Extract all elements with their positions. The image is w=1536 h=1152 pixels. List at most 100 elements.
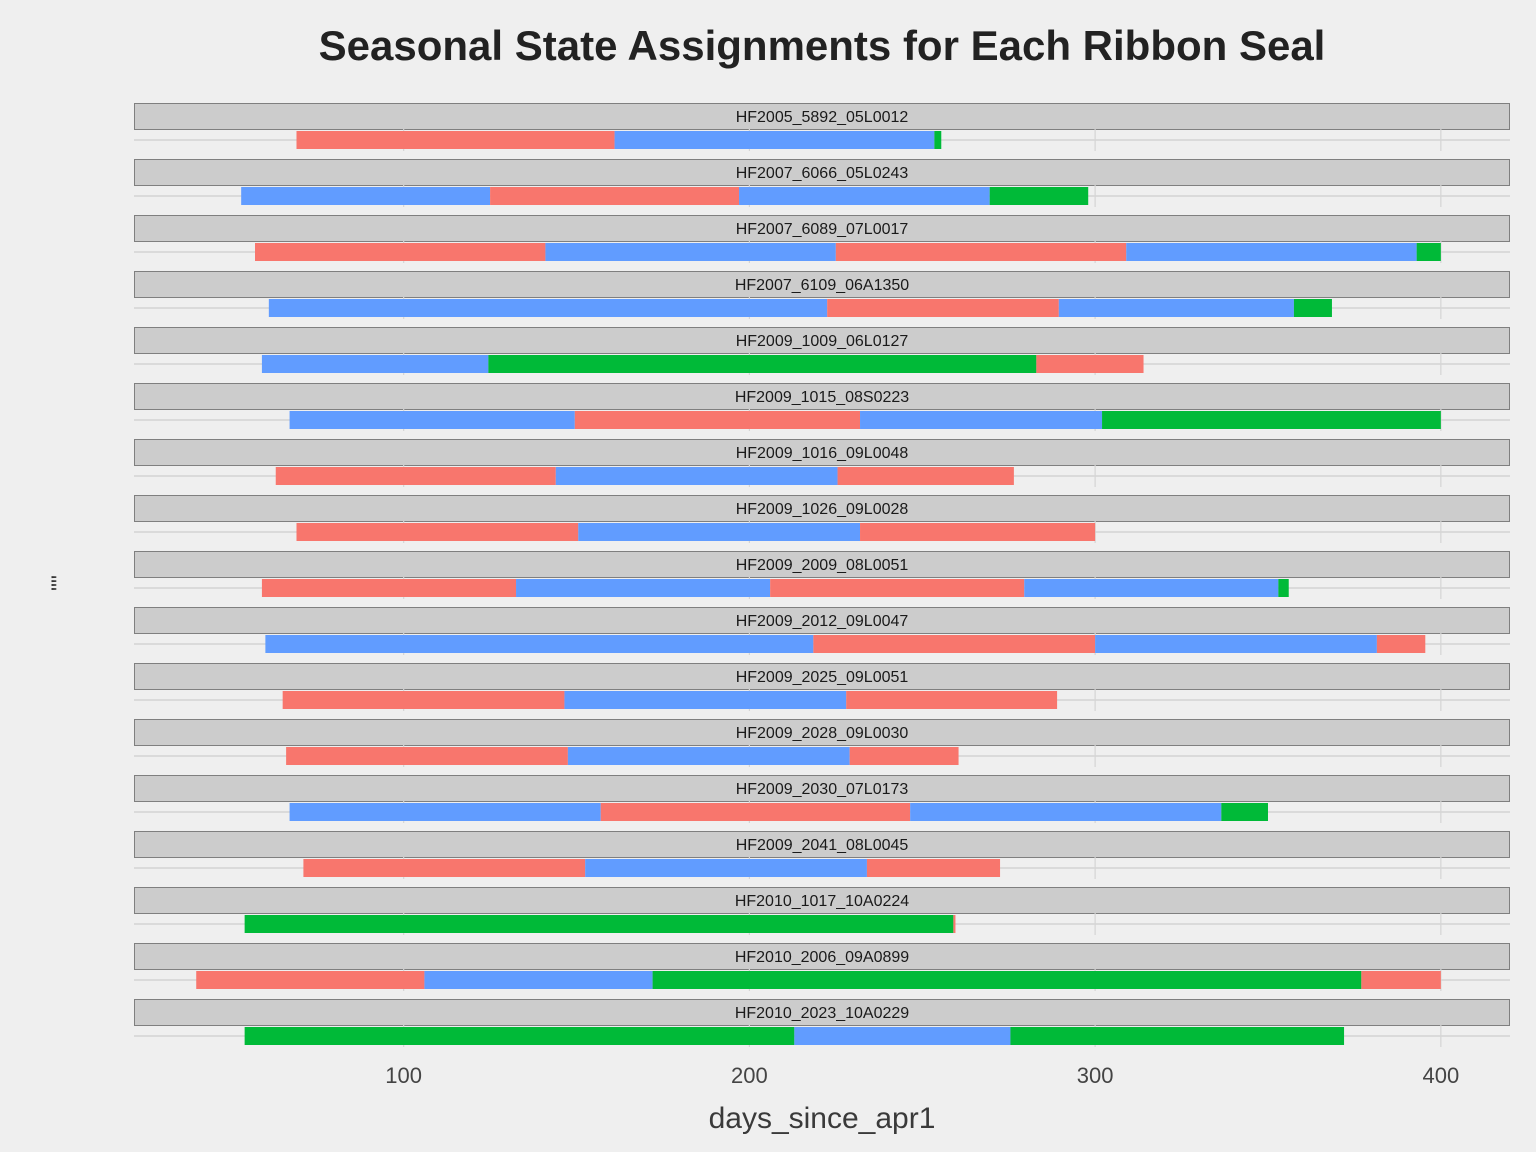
state-segment: [545, 243, 836, 261]
facet-label: HF2010_2006_09A0899: [735, 949, 909, 966]
facet-label: HF2010_2023_10A0229: [735, 1005, 909, 1022]
x-axis-label: days_since_apr1: [708, 1102, 936, 1135]
state-segment: [1036, 355, 1144, 373]
state-segment: [268, 299, 828, 317]
state-segment: [488, 355, 1037, 373]
facet-label: HF2009_2025_09L0051: [736, 669, 909, 686]
state-segment: [953, 915, 956, 933]
state-segment: [296, 131, 615, 149]
state-segment: [910, 803, 1222, 821]
state-segment: [1058, 299, 1294, 317]
facet-label: HF2009_2041_08L0045: [736, 837, 909, 854]
facet-label: HF2009_1016_09L0048: [736, 445, 909, 462]
facet-strip: [134, 327, 1510, 354]
facet-label: HF2009_2009_08L0051: [736, 557, 909, 574]
facet-strip: [134, 103, 1510, 130]
facet-strip: [134, 159, 1510, 186]
facet-strip: [134, 943, 1510, 970]
state-segment: [490, 187, 740, 205]
state-segment: [1293, 299, 1332, 317]
facet-label: HF2005_5892_05L0012: [736, 109, 909, 126]
facet-strip: [134, 719, 1510, 746]
state-segment: [849, 747, 959, 765]
state-segment: [255, 243, 546, 261]
facet-strip: [134, 551, 1510, 578]
state-segment: [244, 1027, 795, 1045]
state-segment: [303, 859, 586, 877]
state-segment: [866, 859, 1001, 877]
chart-title: Seasonal State Assignments for Each Ribb…: [318, 22, 1326, 69]
state-segment: [265, 635, 814, 653]
state-segment: [1416, 243, 1441, 261]
state-segment: [1278, 579, 1289, 597]
state-segment: [275, 467, 556, 485]
facet-label: HF2010_1017_10A0224: [735, 893, 909, 910]
x-tick-label: 300: [1077, 1063, 1114, 1088]
state-segment: [564, 691, 847, 709]
state-segment: [600, 803, 911, 821]
facet-strip: [134, 831, 1510, 858]
facet-strip: [134, 999, 1510, 1026]
state-segment: [934, 131, 942, 149]
facet-strip: [134, 495, 1510, 522]
state-segment: [770, 579, 1025, 597]
facet-strip: [134, 607, 1510, 634]
state-segment: [516, 579, 771, 597]
state-segment: [244, 915, 954, 933]
facet-strip: [134, 887, 1510, 914]
state-segment: [1221, 803, 1268, 821]
facet-label: HF2007_6109_06A1350: [735, 277, 909, 294]
state-segment: [196, 971, 425, 989]
facet-strip: [134, 439, 1510, 466]
state-segment: [282, 691, 565, 709]
state-segment: [614, 131, 935, 149]
state-segment: [846, 691, 1058, 709]
state-segment: [860, 411, 1103, 429]
state-segment: [578, 523, 861, 541]
facet-strip: [134, 663, 1510, 690]
state-segment: [296, 523, 579, 541]
state-segment: [827, 299, 1059, 317]
state-segment: [261, 579, 517, 597]
facet-strip: [134, 215, 1510, 242]
state-segment: [835, 243, 1127, 261]
facet-strip: [134, 271, 1510, 298]
facet-strip: [134, 775, 1510, 802]
state-segment: [860, 523, 1096, 541]
state-segment: [289, 803, 601, 821]
x-tick-label: 400: [1422, 1063, 1459, 1088]
state-segment: [555, 467, 838, 485]
state-segment: [1361, 971, 1441, 989]
state-segment: [794, 1027, 1011, 1045]
state-segment: [261, 355, 489, 373]
state-segment: [652, 971, 1362, 989]
facet-label: HF2009_1026_09L0028: [736, 501, 909, 518]
state-segment: [424, 971, 653, 989]
facet-label: HF2009_2012_09L0047: [736, 613, 909, 630]
state-segment: [989, 187, 1089, 205]
state-segment: [1102, 411, 1441, 429]
facet-label: HF2009_1015_08S0223: [735, 389, 909, 406]
x-tick-label: 200: [731, 1063, 768, 1088]
state-segment: [837, 467, 1014, 485]
state-segment: [1126, 243, 1417, 261]
state-segment: [286, 747, 568, 765]
facet-label: HF2007_6066_05L0243: [736, 165, 909, 182]
state-segment: [1010, 1027, 1345, 1045]
facet-label: HF2009_1009_06L0127: [736, 333, 909, 350]
x-tick-label: 100: [385, 1063, 422, 1088]
state-segment: [1024, 579, 1279, 597]
state-segment: [1376, 635, 1426, 653]
state-segment: [739, 187, 990, 205]
state-segment: [241, 187, 491, 205]
state-segment: [289, 411, 575, 429]
facet-label: HF2009_2028_09L0030: [736, 725, 909, 742]
state-segment: [1095, 635, 1377, 653]
state-segment: [813, 635, 1096, 653]
state-segment: [574, 411, 861, 429]
state-segment: [567, 747, 850, 765]
state-segment: [585, 859, 867, 877]
facet-strip: [134, 383, 1510, 410]
facet-label: HF2007_6089_07L0017: [736, 221, 909, 238]
